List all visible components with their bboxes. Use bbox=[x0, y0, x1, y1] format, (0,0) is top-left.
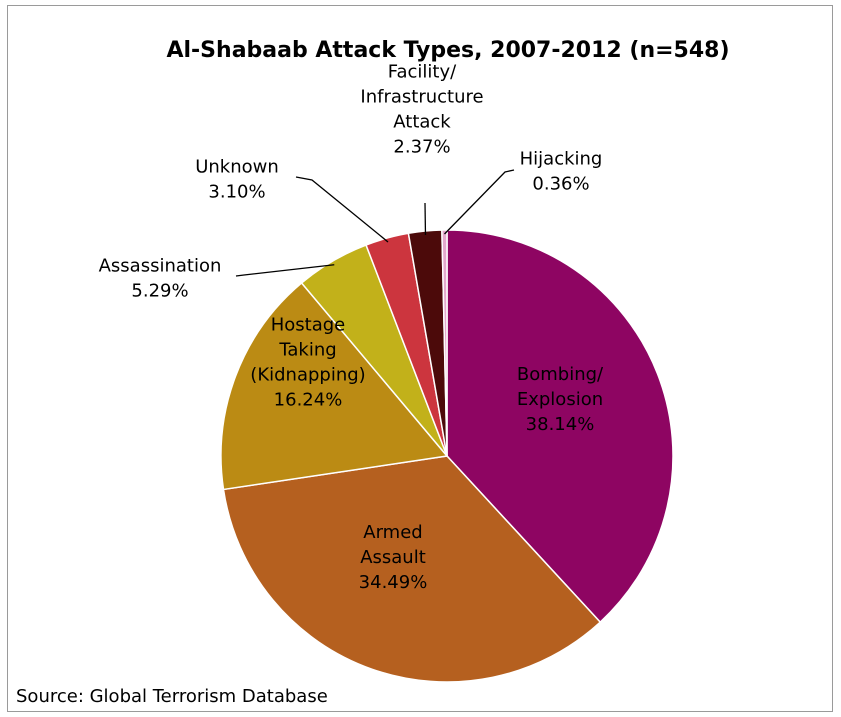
slice-category-label: Explosion bbox=[517, 389, 603, 410]
chart-title: Al-Shabaab Attack Types, 2007-2012 (n=54… bbox=[166, 38, 729, 63]
slice-category-label: Hijacking bbox=[520, 149, 603, 170]
slice-category-label: Unknown bbox=[195, 157, 279, 178]
slice-value-label: 34.49% bbox=[359, 572, 428, 593]
slice-category-label: Hostage bbox=[271, 315, 346, 336]
pie-slices bbox=[220, 229, 674, 683]
slice-value-label: 0.36% bbox=[532, 174, 589, 195]
source-note: Source: Global Terrorism Database bbox=[16, 686, 328, 707]
slice-category-label: Taking bbox=[278, 340, 336, 361]
slice-category-label: Armed bbox=[363, 522, 422, 543]
slice-category-label: Bombing/ bbox=[517, 364, 604, 385]
slice-value-label: 3.10% bbox=[208, 182, 265, 203]
slice-labels: Bombing/Explosion 38.14% Armed Assault 34.49… bbox=[99, 62, 604, 594]
slice-category-label: Infrastructure bbox=[360, 87, 483, 108]
slice-category-label: Facility/ bbox=[388, 62, 457, 83]
slice-category-label: (Kidnapping) bbox=[250, 365, 365, 386]
slice-value-label: 5.29% bbox=[131, 281, 188, 302]
slice-value-label: 16.24% bbox=[274, 390, 343, 411]
leader-line bbox=[295, 176, 389, 243]
slice-value-label: 2.37% bbox=[393, 137, 450, 158]
pie-slice bbox=[222, 455, 602, 683]
leader-line bbox=[444, 169, 515, 235]
slice-category-label: Attack bbox=[393, 112, 451, 133]
slice-category-label: Assassination bbox=[99, 256, 222, 277]
pie-slice bbox=[446, 229, 674, 624]
slice-category-label: Assault bbox=[360, 547, 426, 568]
pie-slice bbox=[441, 229, 448, 457]
slice-value-label: 38.14% bbox=[526, 414, 595, 435]
pie-slice bbox=[220, 281, 449, 491]
leader-lines bbox=[235, 169, 515, 277]
leader-line bbox=[235, 264, 335, 277]
